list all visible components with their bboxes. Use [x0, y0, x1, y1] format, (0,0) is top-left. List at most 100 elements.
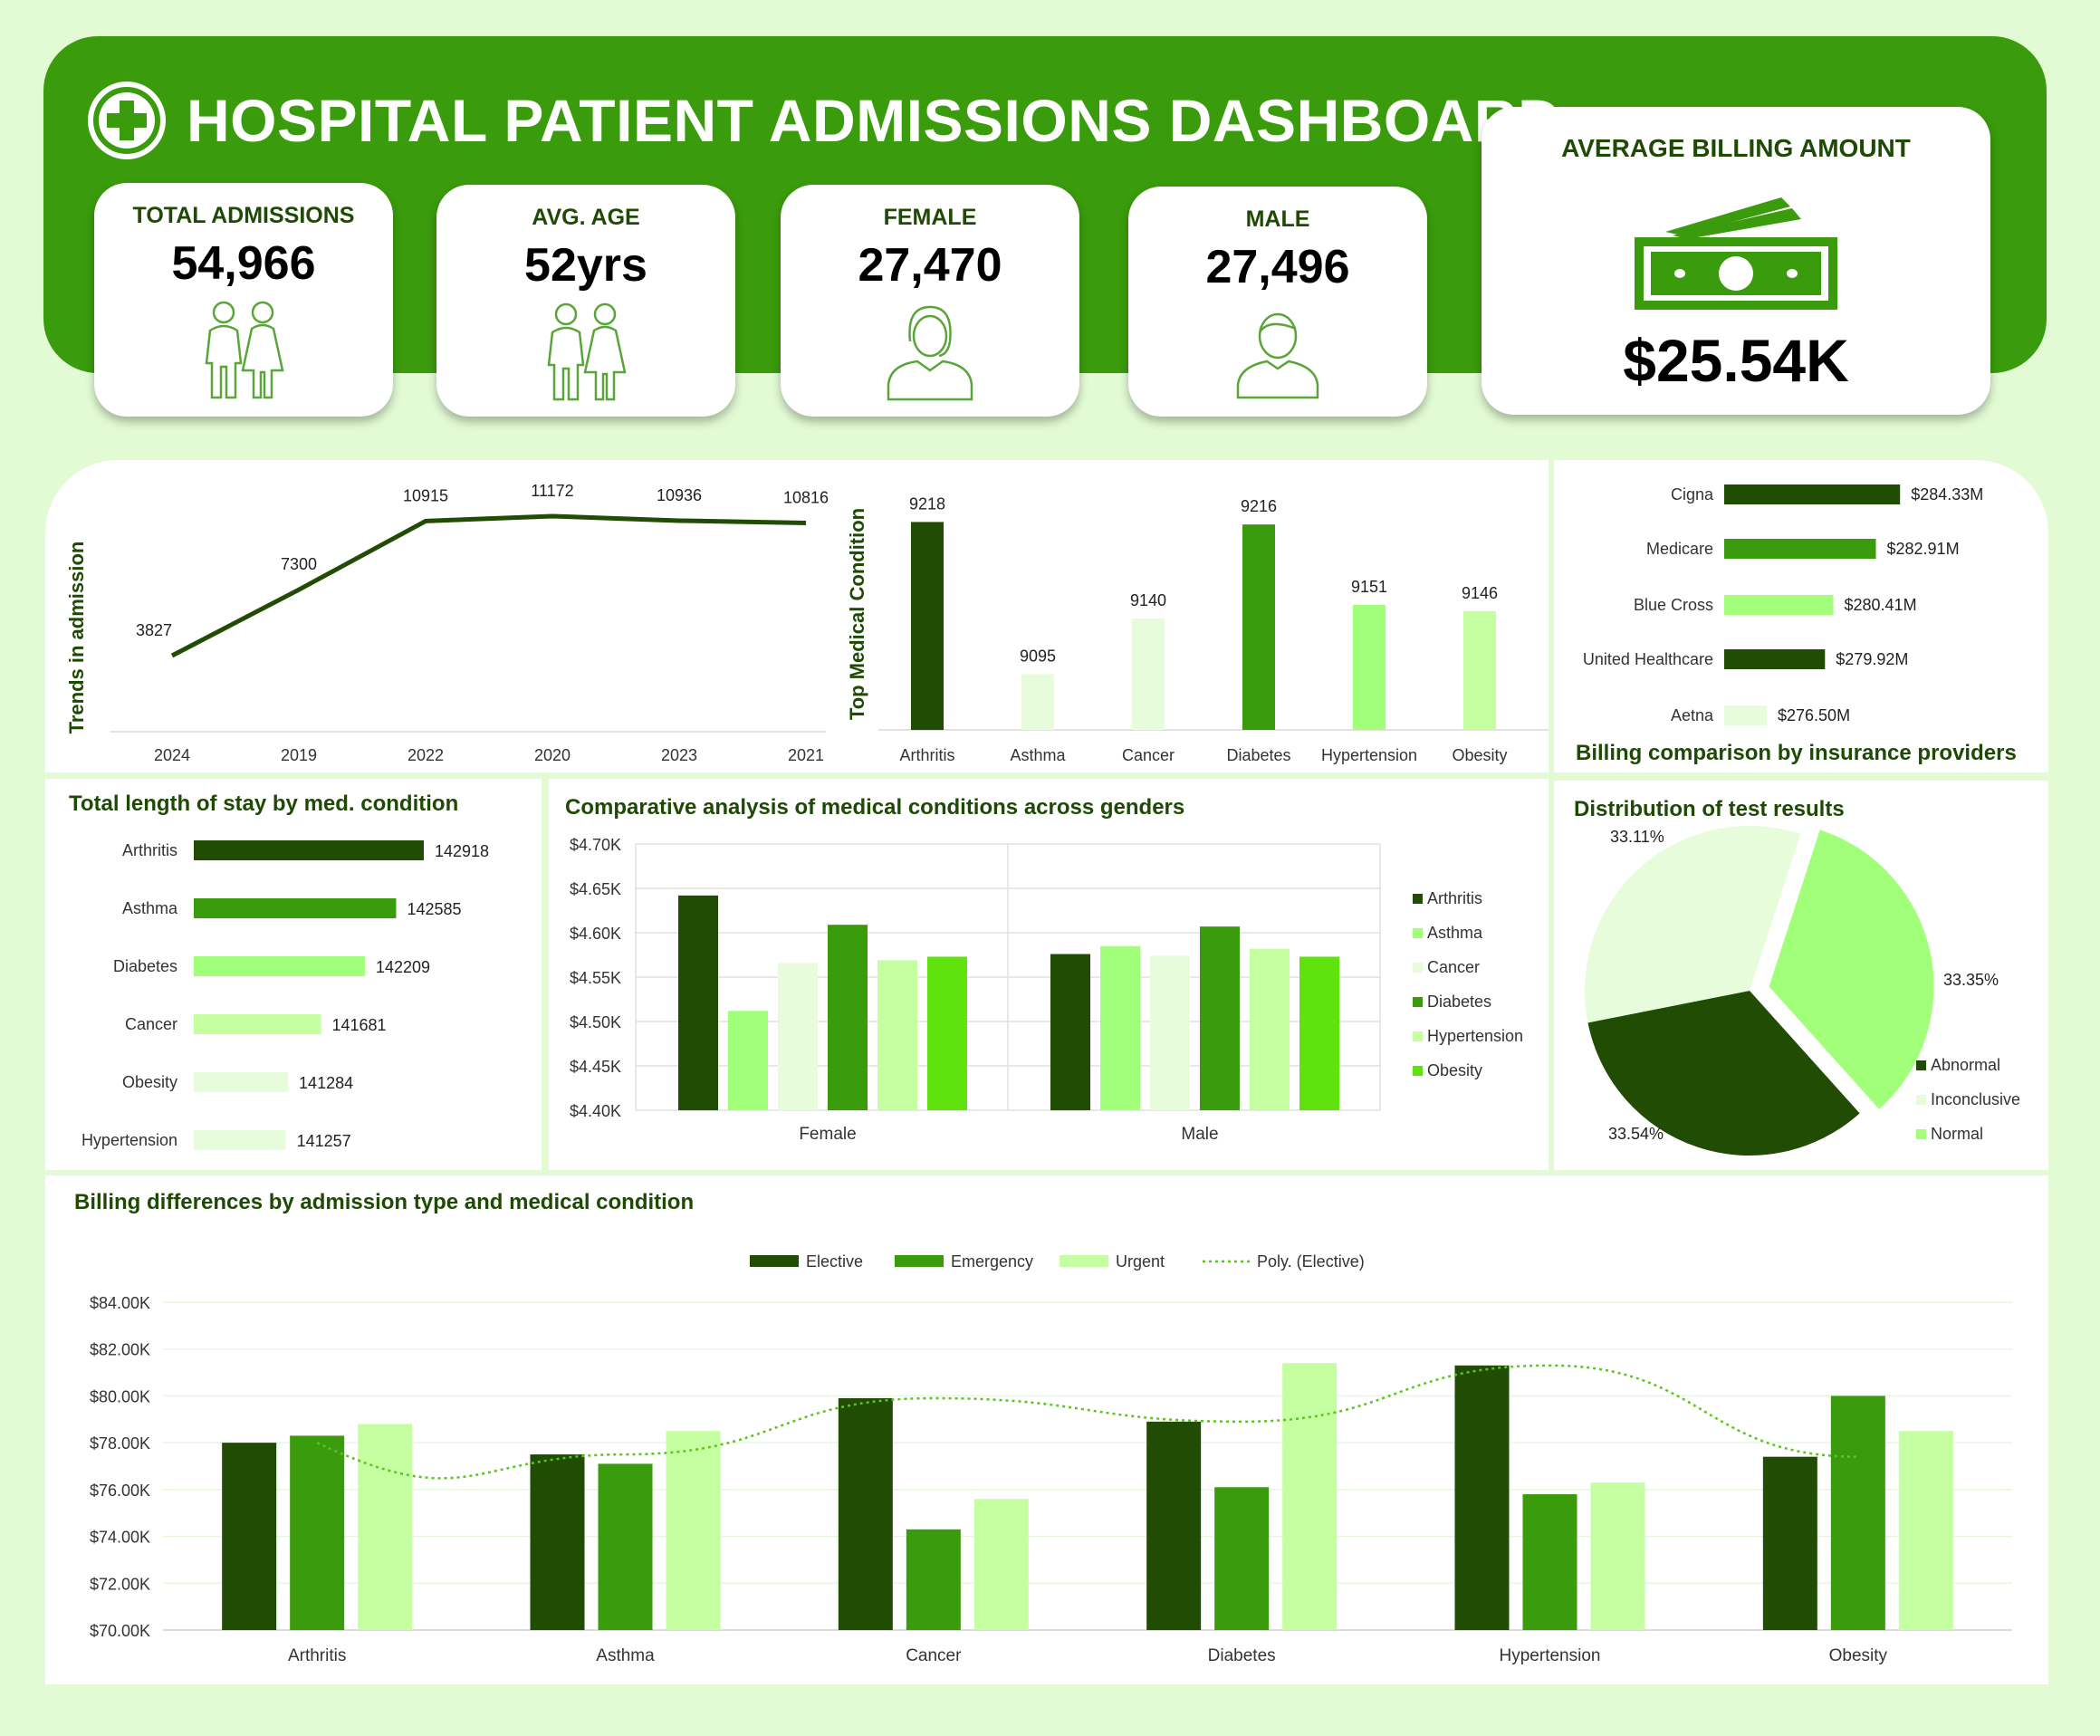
y-axis-label: Trends in admission: [65, 542, 88, 734]
category-label: United Healthcare: [1583, 650, 1713, 668]
data-label: 10936: [657, 486, 702, 504]
data-label: $284.33M: [1911, 485, 1983, 504]
test-results-pie-chart: 33.35% 33.54% 33.11% Abnormal Inconclusive No…: [1585, 826, 2020, 1156]
data-label: 9146: [1462, 584, 1498, 602]
trend-and-condition-panel: 3827 2024 7300 2019 10915 2022 11172 2020 10936 2…: [45, 460, 1549, 772]
kpi-average-billing: AVERAGE BILLING AMOUNT $25.54K: [1482, 107, 1990, 415]
legend-label: Obesity: [1427, 1061, 1482, 1079]
x-tick-label: Cancer: [906, 1646, 962, 1665]
category-label: Blue Cross: [1634, 596, 1713, 614]
legend-swatch: [1413, 997, 1423, 1007]
bar: [194, 898, 397, 918]
category-label: Aetna: [1671, 706, 1714, 724]
kpi-total-admissions: TOTAL ADMISSIONS 54,966: [94, 183, 393, 417]
chart-title: Billing comparison by insurance provider…: [1576, 741, 2017, 765]
data-label: 9151: [1351, 578, 1387, 596]
x-tick-label: 2020: [534, 746, 571, 764]
billing-admission-chart: $70.00K $72.00K $74.00K $76.00K $78.00K $80.0…: [90, 1252, 2012, 1665]
legend-swatch: [1413, 894, 1423, 904]
kpi-female: FEMALE 27,470: [781, 185, 1079, 417]
bar: [1299, 956, 1339, 1110]
data-label: 142585: [407, 900, 461, 918]
bar: [1898, 1431, 1953, 1630]
pie-slice: [1769, 830, 1934, 1109]
data-label: 10915: [403, 486, 448, 504]
bar: [838, 1398, 893, 1630]
kpi-label: AVERAGE BILLING AMOUNT: [1561, 134, 1911, 162]
bar: [1724, 539, 1876, 559]
category-label: Obesity: [122, 1073, 177, 1091]
kpi-value: 52yrs: [524, 239, 647, 292]
category-label: Medicare: [1646, 540, 1713, 558]
x-tick-label: Female: [799, 1125, 856, 1144]
bar: [1242, 524, 1275, 730]
kpi-label: FEMALE: [883, 205, 977, 230]
length-of-stay-chart: Arthritis 142918 Asthma 142585 Diabetes 14220…: [82, 840, 489, 1150]
x-tick-label: Arthritis: [288, 1646, 346, 1665]
bar: [1150, 955, 1190, 1110]
category-label: Asthma: [122, 899, 178, 917]
chart-title: Distribution of test results: [1574, 797, 1845, 821]
data-label: 33.54%: [1608, 1125, 1664, 1143]
bar: [1146, 1421, 1202, 1630]
legend-label: Elective: [806, 1252, 863, 1271]
data-label: 3827: [136, 621, 172, 639]
legend-swatch: [1413, 1031, 1423, 1041]
legend-label: Abnormal: [1931, 1056, 2000, 1074]
kpi-value: 27,496: [1205, 241, 1350, 293]
x-tick-label: 2023: [661, 746, 697, 764]
kpi-value: 27,470: [858, 239, 1002, 292]
bar: [778, 963, 818, 1110]
bar: [973, 1499, 1029, 1630]
y-tick-label: $76.00K: [90, 1482, 150, 1500]
legend-label: Diabetes: [1427, 993, 1491, 1011]
legend-swatch: [1060, 1255, 1108, 1267]
bar: [728, 1011, 768, 1110]
chart-title: Total length of stay by med. condition: [69, 791, 459, 816]
gender-conditions-chart: $4.40K $4.45K $4.50K $4.55K $4.60K $4.65K $4.7…: [570, 836, 1523, 1144]
kpi-value: $25.54K: [1623, 327, 1849, 394]
y-tick-label: $4.65K: [570, 880, 621, 898]
y-tick-label: $4.55K: [570, 969, 621, 987]
legend-label: Inconclusive: [1931, 1090, 2020, 1108]
bar: [194, 956, 365, 976]
bar: [1762, 1456, 1817, 1630]
bar: [194, 1072, 289, 1092]
bar: [877, 960, 917, 1110]
woman-icon: [887, 305, 973, 401]
x-tick-label: Diabetes: [1226, 746, 1290, 764]
data-label: 9218: [909, 494, 945, 513]
couple-icon: [205, 301, 284, 399]
legend-label: Emergency: [951, 1252, 1033, 1271]
data-label: 7300: [281, 555, 317, 573]
bar: [358, 1424, 413, 1630]
legend-swatch: [1413, 963, 1423, 973]
kpi-male: MALE 27,496: [1128, 187, 1427, 417]
x-tick-label: Diabetes: [1208, 1646, 1276, 1665]
bar: [1353, 604, 1386, 730]
bar: [1100, 945, 1140, 1110]
y-tick-label: $78.00K: [90, 1434, 150, 1453]
length-of-stay-panel: Arthritis 142918 Asthma 142585 Diabetes 14220…: [45, 779, 542, 1170]
bar: [1214, 1487, 1270, 1630]
y-tick-label: $80.00K: [90, 1387, 150, 1405]
data-label: 9095: [1020, 647, 1056, 666]
bar: [194, 1014, 321, 1034]
test-results-panel: 33.35% 33.54% 33.11% Abnormal Inconclusive No…: [1554, 781, 2048, 1170]
data-label: $280.41M: [1845, 596, 1917, 614]
legend-swatch: [1916, 1060, 1926, 1070]
category-label: Cigna: [1671, 485, 1714, 504]
gender-comparison-panel: $4.40K $4.45K $4.50K $4.55K $4.60K $4.65K $4.7…: [549, 779, 1549, 1170]
bar: [678, 895, 718, 1110]
data-label: 9140: [1130, 591, 1166, 609]
x-tick-label: Asthma: [1010, 746, 1066, 764]
x-tick-label: Obesity: [1829, 1646, 1888, 1665]
legend-swatch: [1916, 1095, 1926, 1105]
header-title-group: HOSPITAL PATIENT ADMISSIONS DASHBOARD: [87, 80, 1561, 161]
legend-swatch: [1413, 928, 1423, 938]
x-tick-label: 2022: [408, 746, 444, 764]
bar: [1724, 484, 1901, 504]
bar: [1522, 1494, 1577, 1630]
y-tick-label: $4.45K: [570, 1058, 621, 1076]
legend-swatch: [1916, 1129, 1926, 1139]
